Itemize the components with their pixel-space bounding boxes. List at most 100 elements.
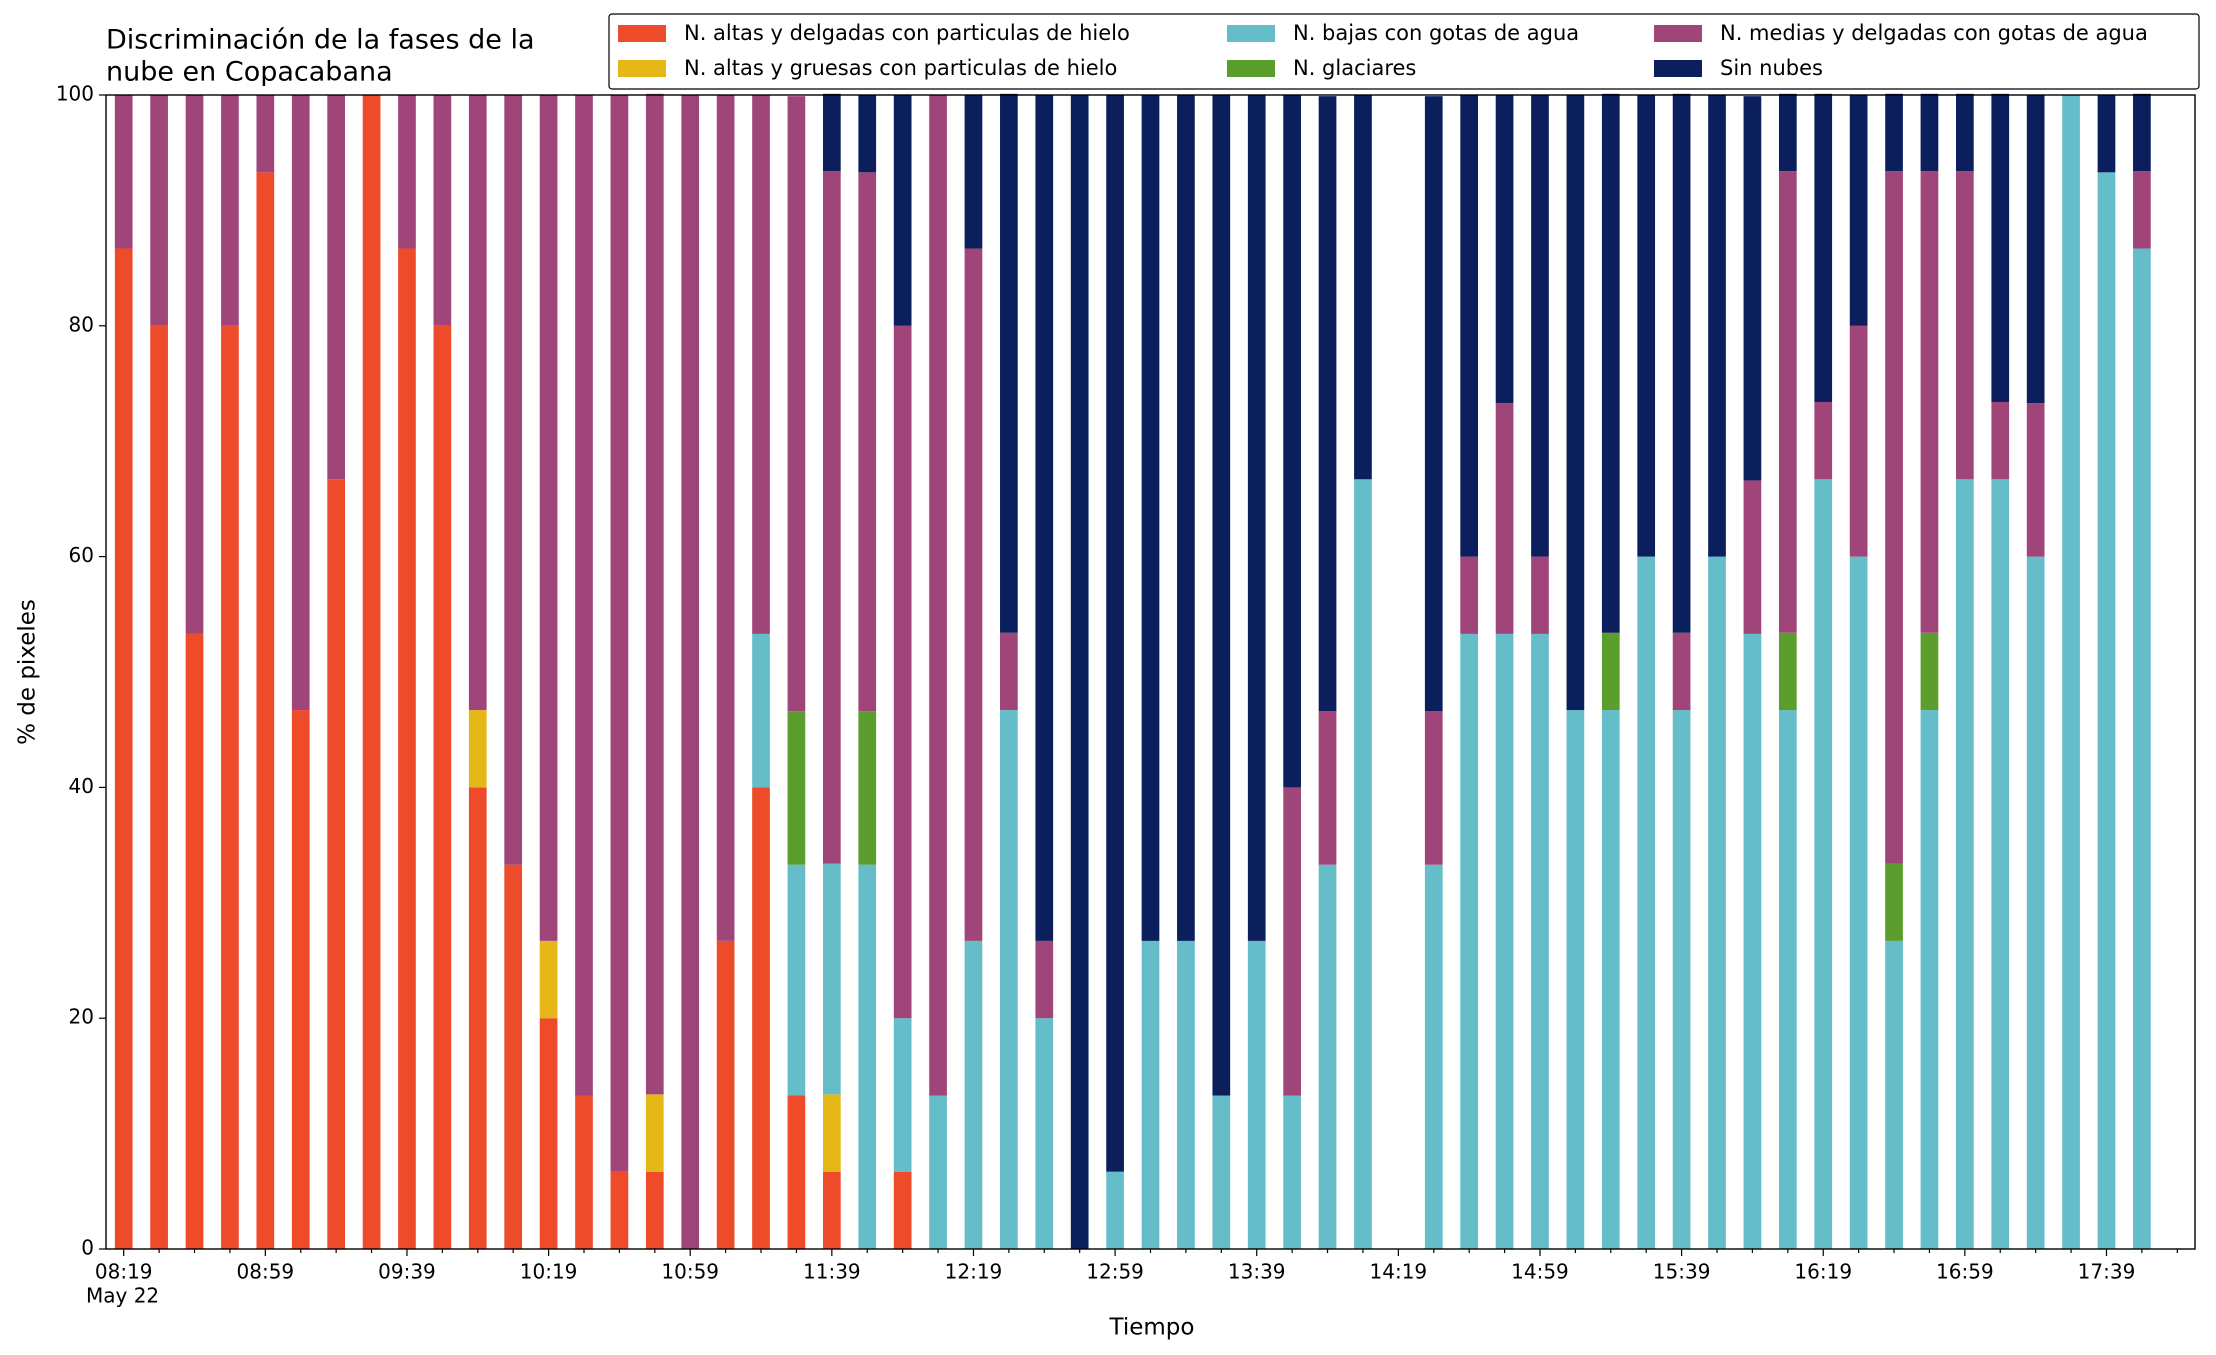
bar-segment: [1849, 325, 1868, 557]
bar-segment: [1141, 940, 1160, 1249]
x-tick-label: 17:39: [2078, 1260, 2136, 1284]
legend-swatch: [618, 25, 666, 42]
bar-segment: [1743, 633, 1762, 1249]
bar-segment: [114, 95, 133, 249]
bar-segment: [1920, 710, 1939, 1249]
bar-segment: [787, 96, 806, 712]
bar-segment: [1141, 95, 1160, 941]
bar-segment: [1814, 93, 1833, 402]
x-tick-label: 10:59: [661, 1260, 719, 1284]
bar-segment: [1885, 863, 1903, 941]
bar-segment: [1000, 632, 1018, 711]
y-tick-label: 100: [56, 82, 94, 106]
bar-segment: [1566, 710, 1585, 1249]
bar-segment: [1531, 633, 1549, 1249]
bar-segment: [752, 633, 770, 788]
bar-segment: [1247, 940, 1266, 1249]
bar-segment: [893, 1018, 912, 1172]
bar-segment: [1318, 711, 1337, 865]
x-tick-label: 11:39: [803, 1260, 861, 1284]
bar-segment: [893, 325, 912, 1019]
bar-segment: [2026, 403, 2045, 557]
bar-segment: [1672, 93, 1691, 633]
bar-segment: [256, 95, 275, 173]
bar-segment: [1885, 940, 1903, 1249]
bar-segment: [468, 710, 487, 788]
bar-segment: [468, 787, 487, 1249]
bar-segment: [929, 1095, 947, 1249]
bar-segment: [291, 95, 310, 711]
chart-title: nube en Copacabana: [106, 57, 393, 88]
bar-segment: [1531, 556, 1549, 634]
bar-segment: [1743, 96, 1762, 481]
bar-segment: [327, 95, 345, 480]
bar-segment: [1849, 95, 1868, 326]
bar-segment: [539, 95, 558, 941]
bar-segment: [2097, 95, 2116, 173]
bar-segment: [1601, 710, 1620, 1249]
bar-segment: [1637, 556, 1656, 1249]
bar-segment: [752, 95, 770, 634]
bar-segment: [1106, 95, 1124, 1172]
bar-segment: [645, 1094, 664, 1172]
bar-segment: [787, 1095, 806, 1249]
bar-segment: [645, 93, 664, 1095]
bar-segment: [2097, 172, 2116, 1249]
bar-segment: [1283, 787, 1301, 1096]
bar-segment: [929, 95, 947, 1096]
bar-segment: [1956, 479, 1974, 1250]
legend-swatch: [1227, 60, 1275, 77]
bar-segment: [1424, 864, 1443, 1249]
bar-segment: [858, 95, 877, 173]
bar-segment: [1177, 95, 1195, 941]
bar-segment: [398, 95, 416, 249]
bar-segment: [964, 940, 983, 1249]
bar-segment: [1035, 940, 1054, 1019]
bar-segment: [964, 95, 983, 249]
bar-segment: [1318, 864, 1337, 1249]
bar-segment: [1460, 95, 1479, 557]
bar-segment: [1000, 710, 1018, 1249]
bar-segment: [716, 95, 735, 941]
bar-segment: [1424, 711, 1443, 865]
bar-segment: [1531, 95, 1549, 557]
bar-segment: [1495, 403, 1514, 634]
legend-swatch: [1654, 60, 1702, 77]
bar-segment: [681, 95, 700, 1249]
y-tick-label: 0: [81, 1236, 94, 1260]
x-tick-label: 09:39: [378, 1260, 436, 1284]
bar-segment: [1991, 401, 2010, 480]
y-tick-label: 80: [69, 312, 94, 336]
bar-segment: [1778, 93, 1797, 172]
legend-label: N. bajas con gotas de agua: [1293, 21, 1579, 45]
bar-segment: [1708, 95, 1726, 557]
bar-segment: [716, 940, 735, 1249]
bar-segment: [327, 479, 345, 1250]
x-tick-label: 08:19: [95, 1260, 153, 1284]
bar-segment: [1283, 1095, 1301, 1249]
bar-segment: [504, 95, 523, 865]
bar-segment: [1354, 479, 1372, 1250]
bar-segment: [468, 95, 487, 711]
x-tick-label: 12:59: [1086, 1260, 1144, 1284]
bar-segment: [2062, 95, 2080, 1249]
bar-segment: [1814, 401, 1833, 480]
bar-segment: [114, 248, 133, 1249]
bar-segment: [1424, 96, 1443, 712]
bar-segment: [1106, 1171, 1124, 1249]
bar-segment: [610, 95, 629, 1172]
x-tick-label: 14:19: [1370, 1260, 1428, 1284]
bar-segment: [1778, 710, 1797, 1249]
x-tick-label: 08:59: [237, 1260, 295, 1284]
bar-segment: [1814, 479, 1833, 1250]
legend-swatch: [1227, 25, 1275, 42]
legend-label: N. medias y delgadas con gotas de agua: [1720, 21, 2148, 45]
bar-segment: [575, 1095, 593, 1249]
bar-segment: [1177, 940, 1195, 1249]
bar-segment: [539, 940, 558, 1019]
legend-swatch: [618, 60, 666, 77]
bar-segment: [1778, 171, 1797, 633]
bar-segment: [1318, 96, 1337, 712]
legend-label: N. altas y delgadas con particulas de hi…: [684, 21, 1130, 45]
bar-segment: [185, 633, 204, 1249]
